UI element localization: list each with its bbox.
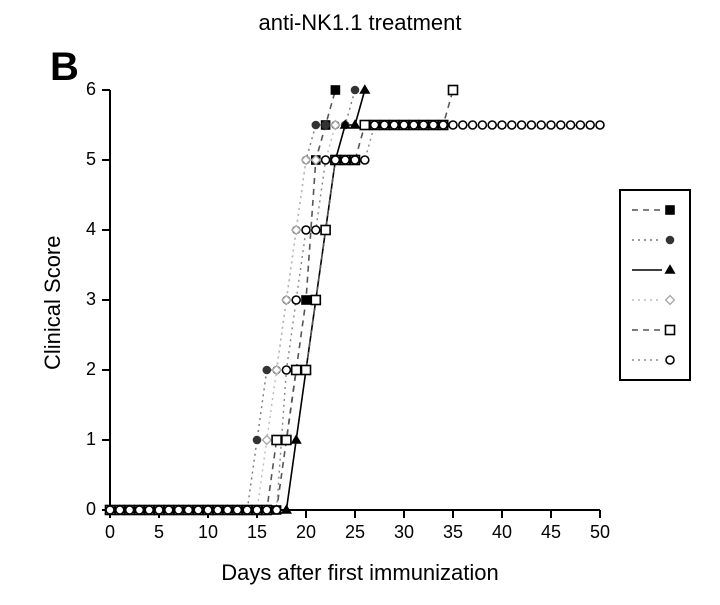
svg-text:2: 2 — [86, 359, 96, 379]
svg-text:10: 10 — [198, 522, 218, 542]
series-line — [110, 125, 335, 510]
svg-text:35: 35 — [443, 522, 463, 542]
svg-text:15: 15 — [247, 522, 267, 542]
svg-text:5: 5 — [86, 149, 96, 169]
svg-text:30: 30 — [394, 522, 414, 542]
svg-text:6: 6 — [86, 79, 96, 99]
svg-text:25: 25 — [345, 522, 365, 542]
svg-text:0: 0 — [105, 522, 115, 542]
svg-text:45: 45 — [541, 522, 561, 542]
legend-box — [620, 190, 690, 380]
svg-text:40: 40 — [492, 522, 512, 542]
svg-text:3: 3 — [86, 289, 96, 309]
svg-text:0: 0 — [86, 499, 96, 519]
svg-text:1: 1 — [86, 429, 96, 449]
plot-area: 051015202530354045500123456 — [110, 90, 600, 510]
chart-container: anti-NK1.1 treatment B Clinical Score Da… — [0, 0, 720, 605]
series-line — [110, 90, 365, 510]
series-line — [110, 125, 600, 510]
svg-text:20: 20 — [296, 522, 316, 542]
svg-text:5: 5 — [154, 522, 164, 542]
svg-text:4: 4 — [86, 219, 96, 239]
svg-text:50: 50 — [590, 522, 610, 542]
